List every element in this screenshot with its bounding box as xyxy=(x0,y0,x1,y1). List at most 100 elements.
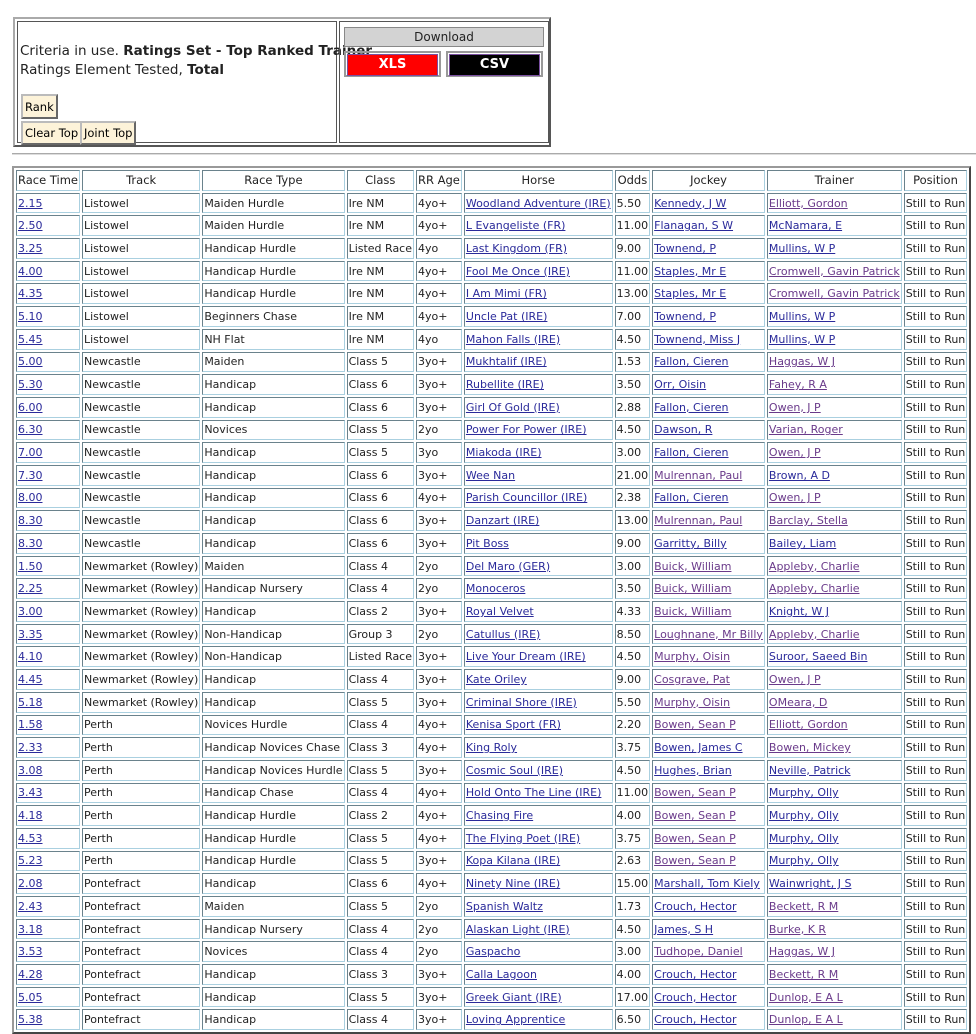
trainer-link[interactable]: Appleby, Charlie xyxy=(768,627,860,641)
horse-link[interactable]: Spanish Waltz xyxy=(465,899,543,913)
race-time-link[interactable]: 4.45 xyxy=(18,672,43,686)
jockey-link[interactable]: Flanagan, S W xyxy=(654,219,734,233)
jockey-link[interactable]: Dawson, R xyxy=(654,423,713,437)
jockey-link[interactable]: Mulrennan, Paul xyxy=(654,468,743,482)
jockey-link[interactable]: Loughnane, Mr Billy xyxy=(654,627,763,641)
trainer-link[interactable]: Owen, J P xyxy=(768,672,821,686)
race-time-link[interactable]: 2.25 xyxy=(18,582,43,596)
jockey-link[interactable]: Crouch, Hector xyxy=(654,990,737,1004)
xls-download-button[interactable]: XLS xyxy=(344,51,441,77)
race-time-link[interactable]: 4.00 xyxy=(18,264,43,278)
race-time-link[interactable]: 6.00 xyxy=(18,400,43,414)
joint-top-button[interactable]: Joint Top xyxy=(80,121,137,145)
trainer-link[interactable]: Cromwell, Gavin Patrick xyxy=(768,287,900,301)
race-time-link[interactable]: 7.30 xyxy=(18,468,43,482)
trainer-link[interactable]: Elliott, Gordon xyxy=(768,196,848,210)
horse-link[interactable]: Loving Apprentice xyxy=(465,1013,566,1027)
jockey-link[interactable]: Fallon, Cieren xyxy=(654,491,729,505)
jockey-link[interactable]: Hughes, Brian xyxy=(654,763,732,777)
race-time-link[interactable]: 3.25 xyxy=(18,241,43,255)
horse-link[interactable]: Gaspacho xyxy=(465,945,521,959)
horse-link[interactable]: L Evangeliste (FR) xyxy=(465,219,566,233)
race-time-link[interactable]: 3.00 xyxy=(18,604,43,618)
jockey-link[interactable]: Staples, Mr E xyxy=(654,287,727,301)
trainer-link[interactable]: McNamara, E xyxy=(768,219,843,233)
horse-link[interactable]: Del Maro (GER) xyxy=(465,559,551,573)
race-time-link[interactable]: 8.00 xyxy=(18,491,43,505)
jockey-link[interactable]: Mulrennan, Paul xyxy=(654,514,743,528)
trainer-link[interactable]: Wainwright, J S xyxy=(768,877,852,891)
horse-link[interactable]: Chasing Fire xyxy=(465,809,534,823)
trainer-link[interactable]: Beckett, R M xyxy=(768,899,839,913)
race-time-link[interactable]: 5.18 xyxy=(18,695,43,709)
jockey-link[interactable]: Kennedy, J W xyxy=(654,196,727,210)
clear-top-button[interactable]: Clear Top xyxy=(21,121,83,145)
trainer-link[interactable]: Owen, J P xyxy=(768,491,821,505)
trainer-link[interactable]: OMeara, D xyxy=(768,695,828,709)
horse-link[interactable]: Last Kingdom (FR) xyxy=(465,241,568,255)
race-time-link[interactable]: 5.23 xyxy=(18,854,43,868)
race-time-link[interactable]: 1.58 xyxy=(18,718,43,732)
race-time-link[interactable]: 8.30 xyxy=(18,536,43,550)
horse-link[interactable]: Kate Oriley xyxy=(465,672,527,686)
race-time-link[interactable]: 4.35 xyxy=(18,287,43,301)
trainer-link[interactable]: Suroor, Saeed Bin xyxy=(768,650,868,664)
race-time-link[interactable]: 2.43 xyxy=(18,899,43,913)
horse-link[interactable]: Hold Onto The Line (IRE) xyxy=(465,786,602,800)
trainer-link[interactable]: Mullins, W P xyxy=(768,241,836,255)
horse-link[interactable]: Wee Nan xyxy=(465,468,516,482)
race-time-link[interactable]: 2.08 xyxy=(18,877,43,891)
race-time-link[interactable]: 3.08 xyxy=(18,763,43,777)
horse-link[interactable]: Danzart (IRE) xyxy=(465,514,540,528)
jockey-link[interactable]: Orr, Oisin xyxy=(654,378,707,392)
trainer-link[interactable]: Brown, A D xyxy=(768,468,830,482)
jockey-link[interactable]: Murphy, Oisin xyxy=(654,650,731,664)
horse-link[interactable]: Girl Of Gold (IRE) xyxy=(465,400,560,414)
race-time-link[interactable]: 6.30 xyxy=(18,423,43,437)
jockey-link[interactable]: James, S H xyxy=(654,922,714,936)
horse-link[interactable]: Catullus (IRE) xyxy=(465,627,541,641)
jockey-link[interactable]: Buick, William xyxy=(654,582,732,596)
race-time-link[interactable]: 7.00 xyxy=(18,446,43,460)
horse-link[interactable]: Kopa Kilana (IRE) xyxy=(465,854,561,868)
race-time-link[interactable]: 5.00 xyxy=(18,355,43,369)
trainer-link[interactable]: Murphy, Olly xyxy=(768,831,839,845)
trainer-link[interactable]: Varian, Roger xyxy=(768,423,843,437)
horse-link[interactable]: Greek Giant (IRE) xyxy=(465,990,562,1004)
horse-link[interactable]: Ninety Nine (IRE) xyxy=(465,877,561,891)
jockey-link[interactable]: Buick, William xyxy=(654,559,732,573)
jockey-link[interactable]: Crouch, Hector xyxy=(654,967,737,981)
jockey-link[interactable]: Bowen, Sean P xyxy=(654,809,736,823)
horse-link[interactable]: Royal Velvet xyxy=(465,604,534,618)
trainer-link[interactable]: Beckett, R M xyxy=(768,967,839,981)
csv-download-button[interactable]: CSV xyxy=(446,51,543,77)
trainer-link[interactable]: Mullins, W P xyxy=(768,309,836,323)
trainer-link[interactable]: Mullins, W P xyxy=(768,332,836,346)
jockey-link[interactable]: Marshall, Tom Kiely xyxy=(654,877,760,891)
horse-link[interactable]: King Roly xyxy=(465,741,518,755)
horse-link[interactable]: Mukhtalif (IRE) xyxy=(465,355,547,369)
trainer-link[interactable]: Owen, J P xyxy=(768,446,821,460)
jockey-link[interactable]: Bowen, James C xyxy=(654,741,743,755)
jockey-link[interactable]: Crouch, Hector xyxy=(654,1013,737,1027)
horse-link[interactable]: The Flying Poet (IRE) xyxy=(465,831,581,845)
jockey-link[interactable]: Bowen, Sean P xyxy=(654,854,736,868)
horse-link[interactable]: Rubellite (IRE) xyxy=(465,378,544,392)
jockey-link[interactable]: Buick, William xyxy=(654,604,732,618)
trainer-link[interactable]: Bailey, Liam xyxy=(768,536,837,550)
race-time-link[interactable]: 3.18 xyxy=(18,922,43,936)
horse-link[interactable]: Mahon Falls (IRE) xyxy=(465,332,561,346)
horse-link[interactable]: Calla Lagoon xyxy=(465,967,537,981)
race-time-link[interactable]: 3.53 xyxy=(18,945,43,959)
horse-link[interactable]: Kenisa Sport (FR) xyxy=(465,718,561,732)
jockey-link[interactable]: Crouch, Hector xyxy=(654,899,737,913)
jockey-link[interactable]: Cosgrave, Pat xyxy=(654,672,730,686)
trainer-link[interactable]: Cromwell, Gavin Patrick xyxy=(768,264,900,278)
jockey-link[interactable]: Staples, Mr E xyxy=(654,264,727,278)
trainer-link[interactable]: Murphy, Olly xyxy=(768,809,839,823)
horse-link[interactable]: Pit Boss xyxy=(465,536,509,550)
jockey-link[interactable]: Townend, P xyxy=(654,309,717,323)
jockey-link[interactable]: Garritty, Billy xyxy=(654,536,727,550)
horse-link[interactable]: Live Your Dream (IRE) xyxy=(465,650,586,664)
trainer-link[interactable]: Burke, K R xyxy=(768,922,827,936)
